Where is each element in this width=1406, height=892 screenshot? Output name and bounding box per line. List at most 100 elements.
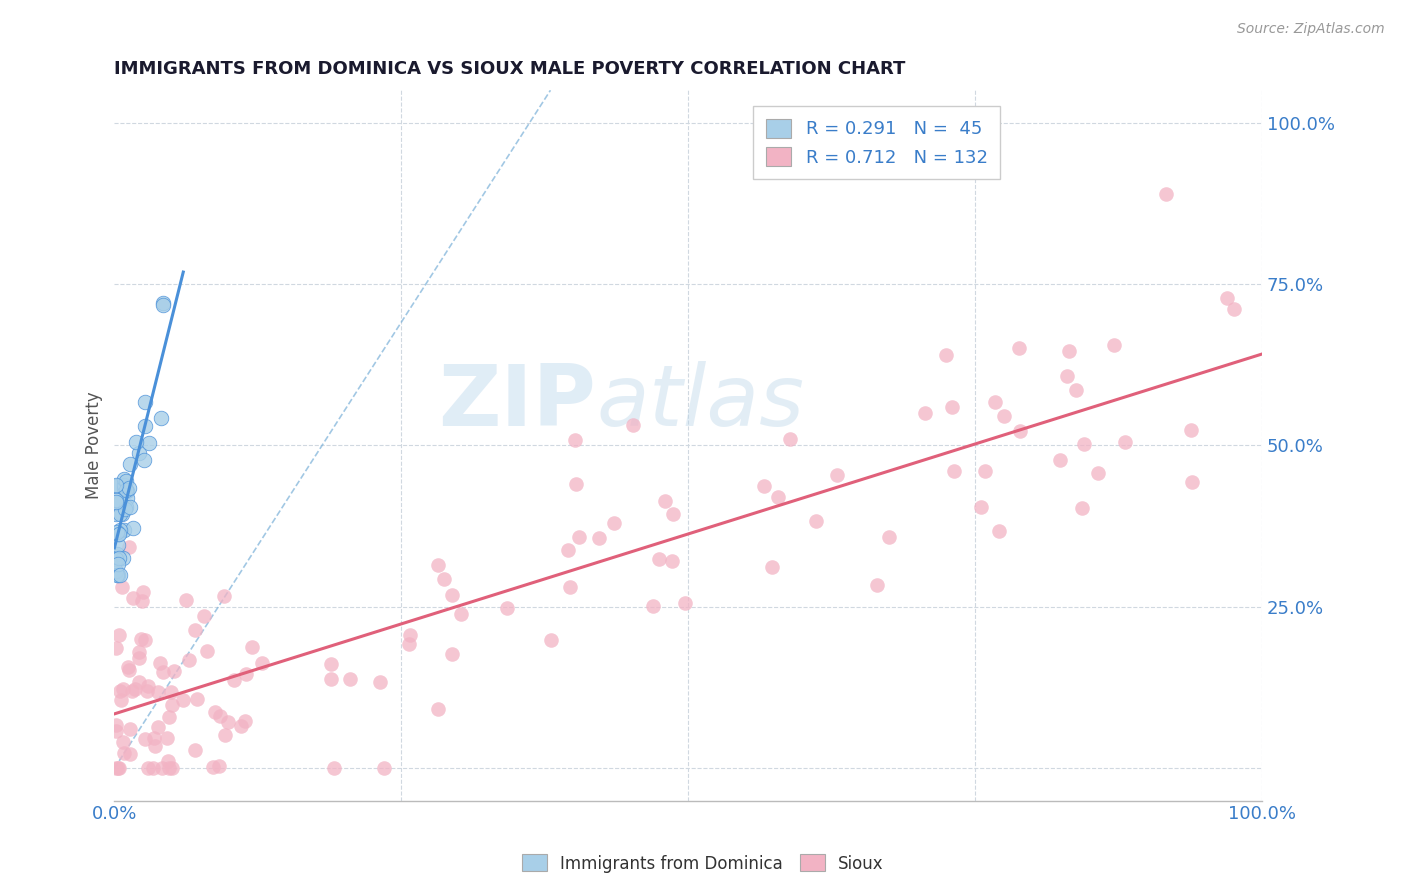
Point: [122, 591, 145, 605]
Legend: Immigrants from Dominica, Sioux: Immigrants from Dominica, Sioux: [516, 847, 890, 880]
Point: [323, 761, 346, 775]
Point: [136, 679, 159, 693]
Point: [195, 643, 218, 657]
Point: [214, 590, 236, 604]
Point: [157, 761, 180, 775]
Point: [120, 723, 142, 737]
Point: [564, 477, 586, 491]
Point: [122, 521, 145, 535]
Point: [208, 758, 231, 772]
Point: [157, 754, 180, 768]
Point: [229, 719, 252, 733]
Point: [827, 468, 849, 483]
Point: [339, 672, 361, 686]
Point: [157, 710, 180, 724]
Point: [1008, 424, 1031, 438]
Point: [108, 567, 131, 582]
Point: [134, 395, 156, 409]
Point: [134, 453, 156, 467]
Point: [568, 530, 591, 544]
Point: [128, 675, 150, 690]
Point: [112, 477, 135, 491]
Text: ZIP: ZIP: [439, 361, 596, 444]
Point: [941, 400, 963, 414]
Point: [1073, 437, 1095, 451]
Point: [877, 529, 900, 543]
Point: [540, 633, 562, 648]
Point: [1071, 501, 1094, 516]
Point: [866, 578, 889, 592]
Point: [104, 507, 127, 521]
Point: [209, 708, 232, 723]
Point: [118, 481, 141, 495]
Point: [108, 524, 131, 538]
Point: [115, 491, 138, 505]
Point: [104, 564, 127, 578]
Point: [496, 601, 519, 615]
Point: [162, 761, 184, 775]
Point: [117, 664, 139, 678]
Point: [654, 494, 676, 508]
Point: [105, 478, 128, 492]
Point: [174, 592, 197, 607]
Point: [136, 761, 159, 775]
Point: [111, 551, 134, 566]
Point: [104, 718, 127, 732]
Point: [1114, 435, 1136, 450]
Text: IMMIGRANTS FROM DOMINICA VS SIOUX MALE POVERTY CORRELATION CHART: IMMIGRANTS FROM DOMINICA VS SIOUX MALE P…: [114, 60, 905, 78]
Point: [399, 627, 422, 641]
Point: [107, 527, 129, 541]
Point: [117, 659, 139, 673]
Point: [134, 419, 156, 434]
Point: [643, 599, 665, 613]
Point: [105, 641, 128, 656]
Point: [107, 567, 129, 582]
Point: [1154, 186, 1177, 201]
Point: [143, 731, 166, 745]
Point: [779, 433, 801, 447]
Point: [148, 684, 170, 698]
Point: [935, 348, 957, 362]
Point: [984, 395, 1007, 409]
Y-axis label: Male Poverty: Male Poverty: [86, 392, 103, 500]
Point: [150, 410, 173, 425]
Point: [146, 720, 169, 734]
Point: [970, 500, 993, 514]
Point: [661, 554, 683, 568]
Point: [107, 527, 129, 541]
Point: [752, 479, 775, 493]
Point: [134, 731, 156, 746]
Point: [214, 727, 236, 741]
Point: [107, 761, 129, 775]
Point: [250, 656, 273, 670]
Point: [121, 684, 143, 698]
Point: [112, 481, 135, 495]
Point: [149, 657, 172, 671]
Point: [136, 684, 159, 698]
Point: [160, 685, 183, 699]
Point: [648, 551, 671, 566]
Point: [114, 502, 136, 516]
Point: [105, 478, 128, 492]
Point: [1181, 475, 1204, 489]
Point: [128, 645, 150, 659]
Point: [993, 409, 1015, 424]
Point: [761, 560, 783, 574]
Point: [768, 490, 790, 504]
Point: [110, 693, 132, 707]
Point: [152, 296, 174, 310]
Point: [201, 760, 224, 774]
Point: [108, 507, 131, 521]
Point: [132, 585, 155, 599]
Point: [179, 653, 201, 667]
Point: [240, 640, 263, 654]
Point: [602, 516, 624, 530]
Point: [134, 632, 156, 647]
Point: [1056, 369, 1078, 384]
Point: [433, 572, 456, 586]
Point: [108, 550, 131, 565]
Point: [131, 594, 153, 608]
Point: [1008, 341, 1031, 355]
Point: [661, 508, 683, 522]
Point: [152, 298, 174, 312]
